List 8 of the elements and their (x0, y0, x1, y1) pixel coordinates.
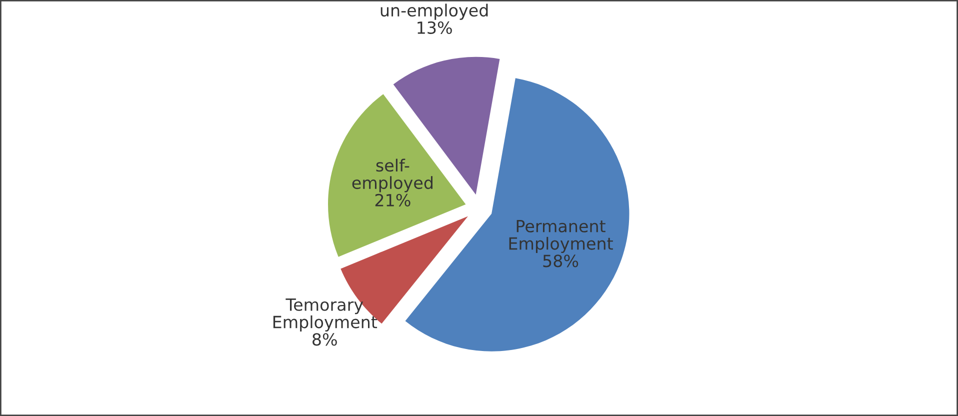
slice-label: Temorary Employment (273, 298, 378, 332)
data-label: 58% (543, 254, 578, 268)
slice-label: self- employed (352, 158, 432, 192)
data-label: 8% (312, 333, 337, 346)
slice-label: Permanent Employment (509, 220, 613, 254)
data-label: 21% (375, 194, 410, 206)
slice-label: un-employed (380, 4, 488, 20)
data-label: 13% (418, 21, 452, 34)
